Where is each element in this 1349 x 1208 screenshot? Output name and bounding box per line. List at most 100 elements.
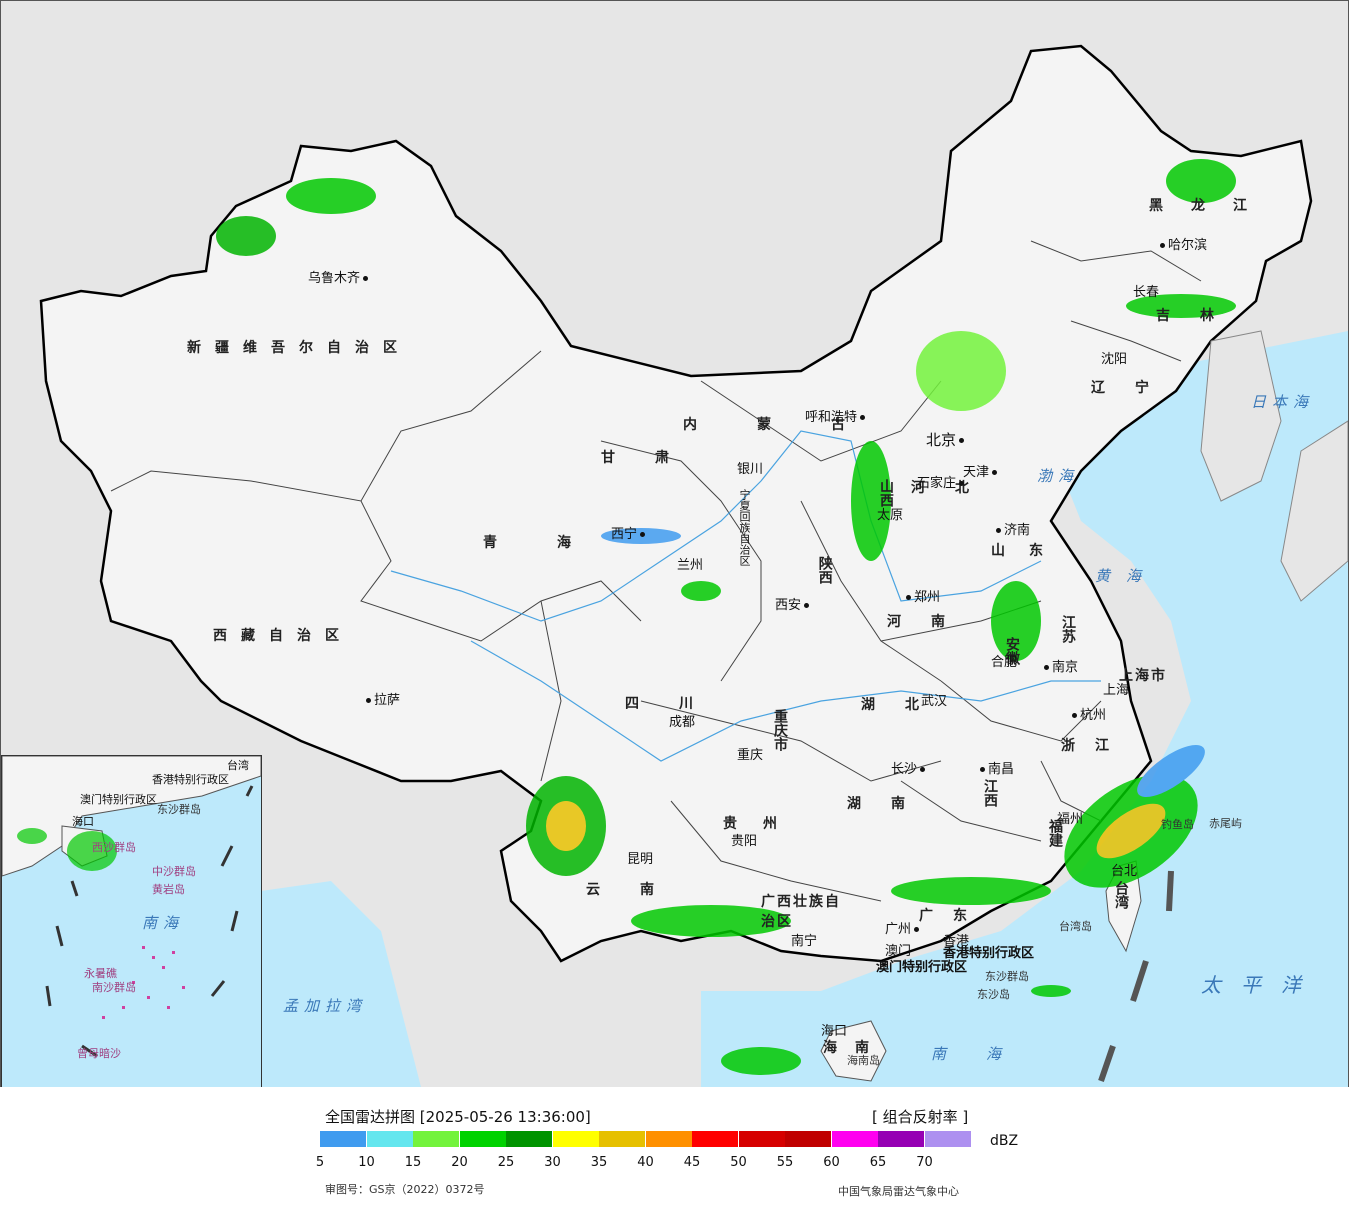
province-label: 新疆维吾尔自治区 xyxy=(187,340,411,356)
province-label: 香港特别行政区 xyxy=(943,946,1035,961)
sea-label: 日本海 xyxy=(1251,393,1315,411)
legend-swatch xyxy=(366,1131,413,1147)
south-china-sea-inset: 南海 中沙群岛 南沙群岛 西沙群岛 黄岩岛 永暑礁 曾母暗沙 香港特别行政区 澳… xyxy=(1,755,262,1087)
province-label: 台湾 xyxy=(1113,881,1129,909)
hainan-island xyxy=(820,1020,887,1082)
province-label: 甘肃 xyxy=(601,450,709,466)
province-label: 重庆市 xyxy=(772,709,788,751)
legend-swatch xyxy=(413,1131,459,1147)
city-label: 杭州 xyxy=(1069,709,1106,722)
inset-label: 曾母暗沙 xyxy=(77,1047,121,1060)
legend-tick-label: 15 xyxy=(404,1155,422,1170)
city-label: 海口 xyxy=(821,1024,848,1039)
province-label: 云南 xyxy=(586,882,694,898)
city-label: 昆明 xyxy=(627,852,654,867)
approval-number: 审图号：GS京（2022）0372号 xyxy=(325,1183,485,1196)
city-label: 呼和浩特 xyxy=(805,411,868,424)
legend-swatch xyxy=(506,1131,552,1147)
legend-tick-label: 10 xyxy=(358,1155,375,1170)
city-label: 石家庄 xyxy=(917,477,967,490)
korea xyxy=(1200,330,1282,502)
city-label: 香港 xyxy=(943,934,970,949)
city-label: 广州 xyxy=(885,923,922,936)
legend-swatch xyxy=(831,1131,878,1147)
province-label: 贵州 xyxy=(723,816,803,832)
province-label: 黑龙江 xyxy=(1149,198,1275,214)
island-label: 东沙群岛 xyxy=(985,970,1029,983)
inset-label: 香港特别行政区 xyxy=(152,773,229,786)
radar-echoes xyxy=(216,159,1236,1075)
nine-dash-line xyxy=(1098,870,1174,1082)
city-label: 沈阳 xyxy=(1101,352,1128,367)
sea-label: 渤海 xyxy=(1037,467,1080,485)
province-label: 四川 xyxy=(625,696,733,712)
island-label: 钓鱼岛 xyxy=(1161,818,1194,831)
province-label: 河南 xyxy=(887,614,975,630)
island-label: 海南岛 xyxy=(847,1054,880,1067)
inset-label: 澳门特别行政区 xyxy=(80,793,157,806)
province-label: 浙江 xyxy=(1061,738,1129,754)
city-label: 乌鲁木齐 xyxy=(308,272,371,285)
map-graphic xyxy=(39,44,1348,1087)
legend-swatch xyxy=(924,1131,971,1147)
legend-swatch xyxy=(785,1131,831,1147)
legend-unit: dBZ xyxy=(990,1133,1019,1149)
inset-label: 海口 xyxy=(72,815,94,828)
province-label: 上海市 xyxy=(1119,668,1167,684)
legend-tick-label: 45 xyxy=(683,1155,701,1170)
province-label: 辽宁 xyxy=(1091,380,1179,396)
city-label: 兰州 xyxy=(677,558,704,573)
province-label: 西藏自治区 xyxy=(213,628,353,644)
city-label: 拉萨 xyxy=(363,694,400,707)
legend-swatch xyxy=(878,1131,924,1147)
inset-label: 东沙群岛 xyxy=(157,803,201,816)
legend-swatch xyxy=(645,1131,692,1147)
legend-tick-label: 60 xyxy=(823,1155,840,1170)
city-label: 济南 xyxy=(993,524,1030,537)
island-label: 赤尾屿 xyxy=(1209,817,1242,830)
inset-graphic xyxy=(2,756,261,1058)
province-label: 江西 xyxy=(982,779,998,807)
province-label: 广东 xyxy=(919,908,987,924)
legend-tick-label: 65 xyxy=(869,1155,887,1170)
bay-of-bengal xyxy=(261,881,421,1087)
province-label: 澳门特别行政区 xyxy=(876,960,968,975)
city-label: 澳门 xyxy=(885,944,912,959)
legend-title: 全国雷达拼图 [2025-05-26 13:36:00] xyxy=(325,1108,591,1126)
legend-product: [ 组合反射率 ] xyxy=(872,1108,969,1126)
sea-label: 南海 xyxy=(931,1045,1042,1063)
city-label: 南京 xyxy=(1041,661,1078,674)
city-label: 郑州 xyxy=(903,591,940,604)
city-label: 北京 xyxy=(926,433,967,448)
inset-label: 黄岩岛 xyxy=(152,883,185,896)
island-label: 东沙岛 xyxy=(977,988,1010,1001)
island-label: 台湾岛 xyxy=(1059,920,1092,933)
province-label: 安徽 xyxy=(1004,637,1020,665)
inset-label: 西沙群岛 xyxy=(92,841,136,854)
city-label: 哈尔滨 xyxy=(1157,239,1207,252)
legend-tick-label: 5 xyxy=(315,1155,325,1170)
legend-tick-label: 20 xyxy=(451,1155,468,1170)
province-label: 河北 xyxy=(911,480,999,496)
sea-label: 黄海 xyxy=(1095,567,1158,585)
province-label: 宁夏回族自治区 xyxy=(738,489,751,566)
city-label: 天津 xyxy=(963,466,1000,479)
radar-legend: 全国雷达拼图 [2025-05-26 13:36:00] [ 组合反射率 ] d… xyxy=(0,1087,1349,1208)
city-label: 成都 xyxy=(669,715,696,730)
city-label: 西安 xyxy=(775,599,812,612)
legend-tick-label: 50 xyxy=(730,1155,747,1170)
city-label: 长沙 xyxy=(891,763,928,776)
city-label: 银川 xyxy=(737,462,764,477)
province-label: 青海 xyxy=(483,535,631,551)
city-label: 武汉 xyxy=(921,694,948,709)
province-label: 江苏 xyxy=(1060,615,1076,643)
legend-swatch xyxy=(552,1131,599,1147)
province-label: 山西 xyxy=(878,479,894,507)
inset-label: 台湾 xyxy=(227,759,249,772)
legend-tick-label: 30 xyxy=(544,1155,561,1170)
radar-map: 新疆维吾尔自治区 西藏自治区 青海 甘肃 四川 云南 内蒙古 黑龙江 吉林 辽宁… xyxy=(0,0,1349,1088)
province-label: 吉林 xyxy=(1156,308,1244,324)
sea-label: 孟加拉湾 xyxy=(283,997,368,1015)
inset-label: 永暑礁 xyxy=(84,967,117,980)
japan xyxy=(1280,420,1348,602)
